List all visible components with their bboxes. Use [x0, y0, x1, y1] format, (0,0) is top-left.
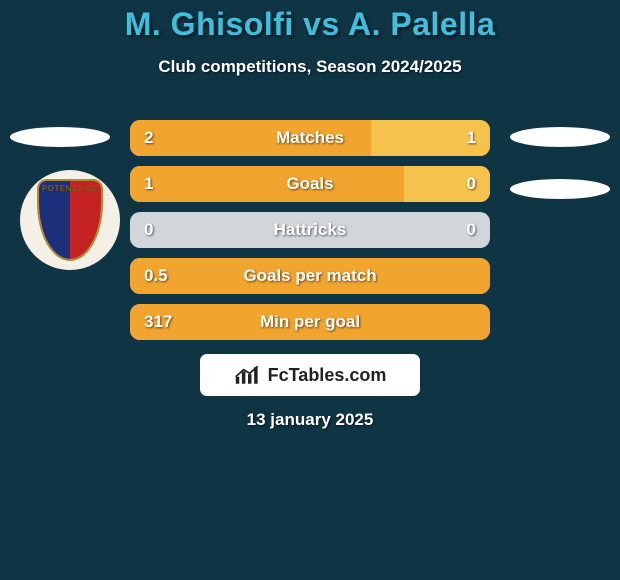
- stat-row: 0.5Goals per match: [130, 258, 490, 294]
- stat-row: 317Min per goal: [130, 304, 490, 340]
- stat-label: Min per goal: [130, 304, 490, 340]
- subtitle: Club competitions, Season 2024/2025: [0, 57, 620, 77]
- branding-text: FcTables.com: [268, 365, 387, 386]
- stat-row: 10Goals: [130, 166, 490, 202]
- team-shield-label: POTENZA SC: [39, 184, 101, 193]
- bar-chart-icon: [234, 364, 262, 386]
- comparison-card: M. Ghisolfi vs A. Palella Club competiti…: [0, 0, 620, 580]
- stat-row: 21Matches: [130, 120, 490, 156]
- page-title: M. Ghisolfi vs A. Palella: [0, 6, 620, 43]
- branding-badge: FcTables.com: [200, 354, 420, 396]
- stat-label: Goals: [130, 166, 490, 202]
- player-right-avatar-2: [510, 179, 610, 199]
- player-right-avatar: [510, 127, 610, 147]
- stat-rows: 21Matches 10Goals 00Hattricks 0.5Goals per …: [130, 120, 490, 350]
- stat-label: Matches: [130, 120, 490, 156]
- stat-row: 00Hattricks: [130, 212, 490, 248]
- player-left-avatar: [10, 127, 110, 147]
- team-shield-icon: POTENZA SC: [37, 179, 103, 261]
- team-logo: POTENZA SC: [20, 170, 120, 270]
- stat-label: Hattricks: [130, 212, 490, 248]
- date-label: 13 january 2025: [0, 410, 620, 430]
- stat-label: Goals per match: [130, 258, 490, 294]
